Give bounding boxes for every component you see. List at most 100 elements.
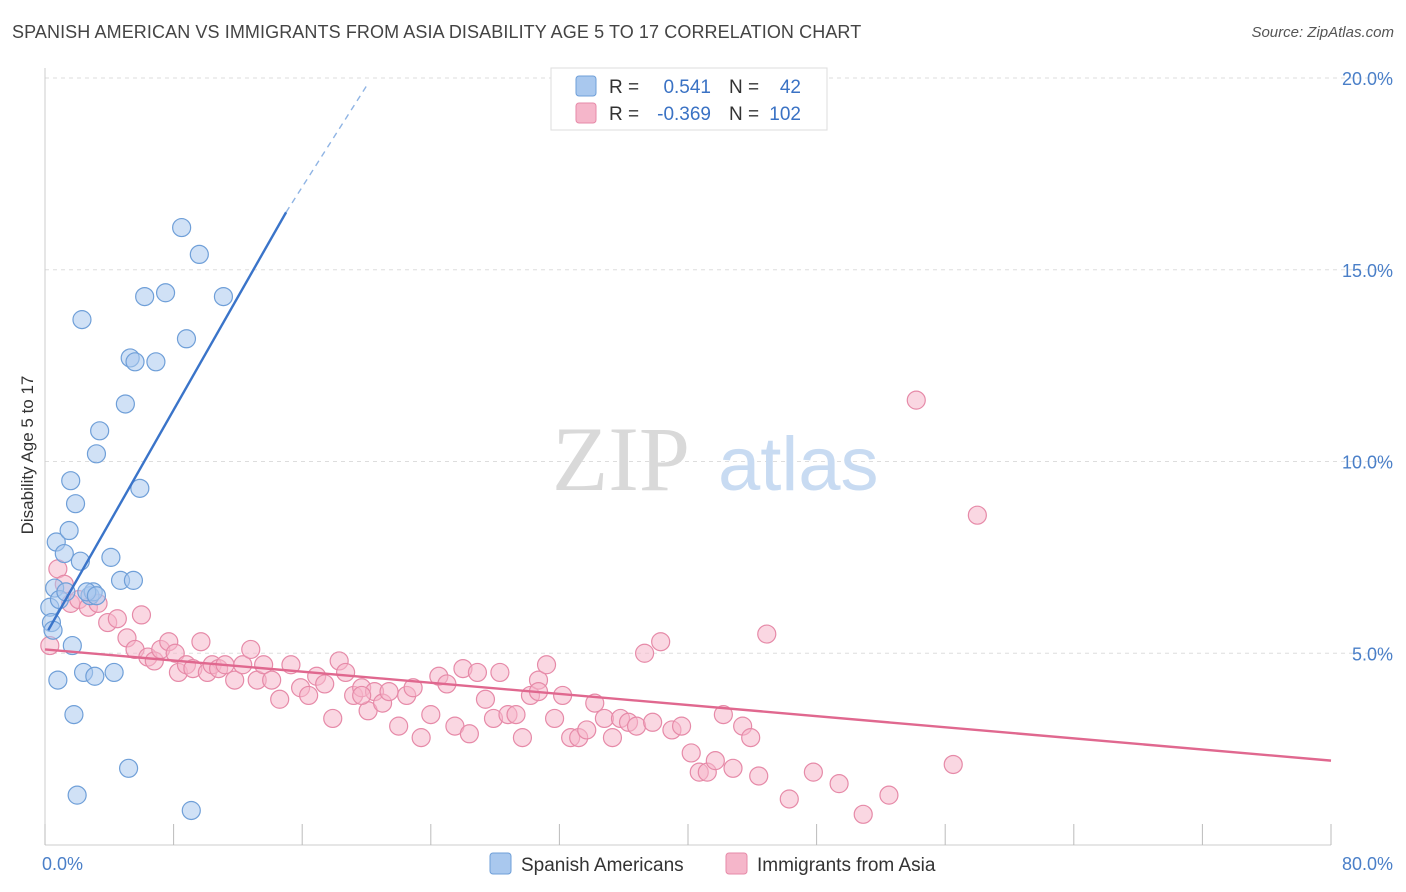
trend-line-spanish-americans: [47, 211, 288, 631]
immigrants-from-asia-point-16: [165, 643, 185, 663]
legend-r-label-1: R =: [609, 77, 639, 98]
immigrants-from-asia-point-55: [459, 724, 479, 744]
x-tick-label-1: 80.0%: [1342, 854, 1393, 874]
immigrants-from-asia-point-87: [723, 758, 743, 778]
spanish-americans-point-41: [86, 586, 107, 606]
legend-swatch-pink: [575, 102, 597, 124]
immigrants-from-asia-point-96: [879, 785, 899, 805]
spanish-americans-point-5: [48, 670, 68, 690]
immigrants-from-asia-point-65: [536, 655, 557, 675]
immigrants-from-asia-point-98: [943, 754, 963, 775]
trend-line-immigrants-from-asia: [44, 648, 1332, 762]
grid-lines: [45, 77, 1392, 654]
immigrants-from-asia-point-59: [490, 662, 510, 683]
trend-line-spanish-americans-extension: [285, 85, 368, 213]
y-tick-label-3: 20.0%: [1342, 69, 1393, 89]
legend-n-value-2: 102: [769, 104, 801, 125]
bottom-legend-swatch-pink: [725, 852, 748, 875]
spanish-americans-point-14: [67, 785, 87, 805]
immigrants-from-asia-point-97: [906, 390, 926, 410]
immigrants-from-asia-point-20: [191, 632, 211, 652]
spanish-americans-point-26: [115, 394, 135, 414]
immigrants-from-asia-point-45: [379, 681, 399, 702]
spanish-americans-point-13: [65, 494, 86, 514]
immigrants-from-asia-point-85: [705, 751, 725, 771]
spanish-americans-point-37: [181, 800, 201, 821]
immigrants-from-asia-point-99: [967, 505, 987, 525]
immigrants-from-asia-point-77: [634, 643, 655, 663]
axes: [44, 68, 1332, 846]
spanish-americans-point-10: [61, 471, 81, 491]
immigrants-from-asia-point-93: [803, 762, 823, 782]
immigrants-from-asia-point-101: [352, 685, 372, 706]
immigrants-from-asia-point-79: [651, 632, 671, 652]
immigrants-from-asia-point-66: [544, 708, 565, 729]
legend-n-value-1: 42: [780, 77, 801, 98]
source-credit: Source: ZipAtlas.com: [1251, 24, 1394, 41]
y-tick-label-2: 15.0%: [1342, 261, 1393, 281]
spanish-americans-point-22: [90, 421, 110, 441]
x-tick-labels: 0.0% 80.0%: [42, 854, 1393, 874]
spanish-americans-point-32: [135, 286, 155, 307]
bottom-legend-label-1: Spanish Americans: [521, 855, 684, 876]
trend-lines: [44, 85, 1332, 762]
spanish-americans-point-39: [213, 286, 234, 307]
immigrants-from-asia-point-34: [299, 685, 319, 706]
series-spanish-americans: [40, 217, 234, 821]
y-tick-label-1: 10.0%: [1342, 453, 1393, 473]
bottom-legend: Spanish Americans Immigrants from Asia: [489, 852, 936, 876]
spanish-americans-point-29: [123, 570, 144, 590]
immigrants-from-asia-point-48: [403, 678, 423, 698]
legend-n-label-2: N =: [729, 104, 759, 125]
spanish-americans-point-9: [59, 520, 79, 541]
spanish-americans-point-27: [118, 758, 139, 778]
immigrants-from-asia-point-81: [671, 716, 692, 736]
watermark: ZIP atlas: [552, 408, 879, 510]
immigrants-from-asia-point-11: [131, 605, 152, 625]
legend: R = 0.541 N = 42 R = -0.369 N = 102: [550, 67, 828, 131]
immigrants-from-asia-point-27: [241, 639, 261, 660]
immigrants-from-asia-point-49: [411, 728, 431, 748]
immigrants-from-asia-point-78: [643, 712, 663, 732]
spanish-americans-point-23: [101, 547, 121, 567]
spanish-americans-point-21: [86, 444, 107, 464]
immigrants-from-asia-point-86: [713, 705, 733, 725]
immigrants-from-asia-point-8: [107, 609, 127, 629]
spanish-americans-point-20: [85, 666, 105, 686]
immigrants-from-asia-point-61: [506, 705, 526, 725]
spanish-americans-point-36: [176, 329, 197, 349]
spanish-americans-point-38: [189, 244, 209, 265]
immigrants-from-asia-point-46: [389, 716, 409, 736]
bottom-legend-swatch-blue: [489, 852, 512, 875]
immigrants-from-asia-point-62: [512, 728, 533, 748]
immigrants-from-asia-point-91: [757, 624, 777, 644]
spanish-americans-point-30: [125, 352, 145, 372]
legend-r-label-2: R =: [609, 104, 639, 125]
immigrants-from-asia-point-25: [225, 670, 245, 690]
spanish-americans-point-7: [54, 543, 74, 564]
immigrants-from-asia-point-36: [315, 674, 335, 694]
immigrants-from-asia-point-95: [853, 804, 873, 824]
immigrants-from-asia-point-89: [741, 728, 761, 748]
spanish-americans-point-31: [130, 478, 150, 498]
spanish-americans-point-35: [172, 217, 192, 238]
immigrants-from-asia-point-82: [681, 743, 701, 763]
y-tick-label-0: 5.0%: [1352, 644, 1393, 664]
immigrants-from-asia-point-76: [626, 716, 647, 736]
spanish-americans-point-34: [155, 283, 176, 303]
immigrants-from-asia-point-31: [270, 689, 290, 709]
watermark-atlas: atlas: [718, 422, 879, 507]
spanish-americans-point-12: [64, 705, 84, 725]
y-tick-labels: 5.0% 10.0% 15.0% 20.0%: [1342, 69, 1393, 664]
immigrants-from-asia-point-37: [323, 708, 343, 729]
legend-r-value-1: 0.541: [663, 77, 711, 98]
legend-box: [550, 67, 828, 131]
immigrants-from-asia-point-50: [421, 705, 441, 725]
legend-n-label-1: N =: [729, 77, 759, 98]
immigrants-from-asia-point-71: [585, 693, 605, 713]
spanish-americans-point-24: [104, 662, 124, 683]
legend-swatch-blue: [575, 75, 597, 97]
watermark-zip: ZIP: [552, 408, 690, 510]
spanish-americans-point-33: [146, 352, 166, 372]
y-axis-label: Disability Age 5 to 17: [18, 376, 37, 535]
